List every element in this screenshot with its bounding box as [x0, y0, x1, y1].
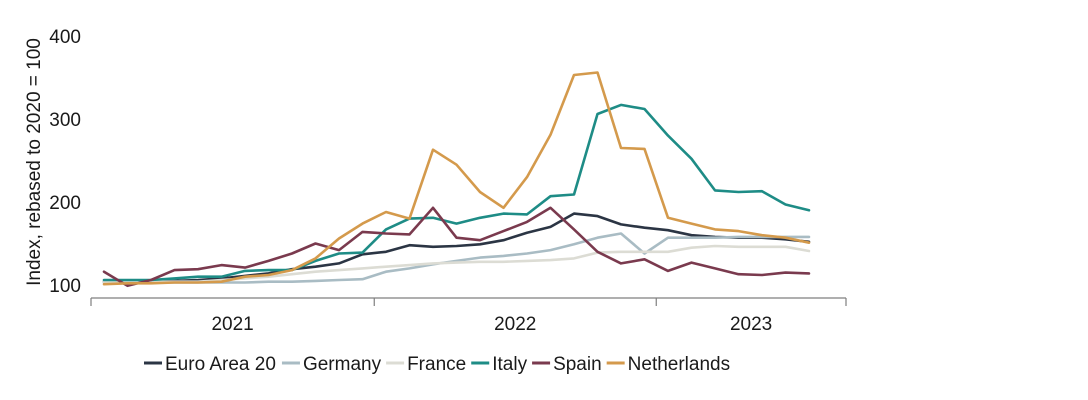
series-line-france: [102, 244, 811, 284]
y-tick-label: 100: [49, 276, 81, 297]
series-line-netherlands: [102, 71, 811, 286]
legend-label-germany: Germany: [303, 354, 382, 375]
series-line-germany: [102, 232, 811, 284]
y-axis: 100 200 300 400: [49, 27, 81, 297]
series-line-euro-area-20: [102, 212, 811, 284]
series-line-spain: [102, 206, 811, 288]
x-tick-label: 2022: [494, 314, 536, 335]
y-tick-label: 300: [49, 110, 81, 131]
x-tick-label: 2021: [211, 314, 253, 335]
legend-label-netherlands: Netherlands: [628, 354, 730, 375]
y-tick-label: 400: [49, 27, 81, 48]
legend-label-italy: Italy: [492, 354, 527, 375]
legend-label-france: France: [407, 354, 466, 375]
legend-label-spain: Spain: [553, 354, 602, 375]
y-tick-label: 200: [49, 193, 81, 214]
x-axis: 2021 2022 2023: [90, 297, 847, 335]
series-layer: [102, 71, 811, 288]
series-line-italy: [102, 103, 811, 282]
legend-label-euro-area-20: Euro Area 20: [165, 354, 276, 375]
y-axis-title: Index, rebased to 2020 = 100: [24, 38, 45, 286]
legend: Euro Area 20 Germany France Italy Spain Nethe…: [144, 354, 730, 375]
x-tick-label: 2023: [730, 314, 772, 335]
